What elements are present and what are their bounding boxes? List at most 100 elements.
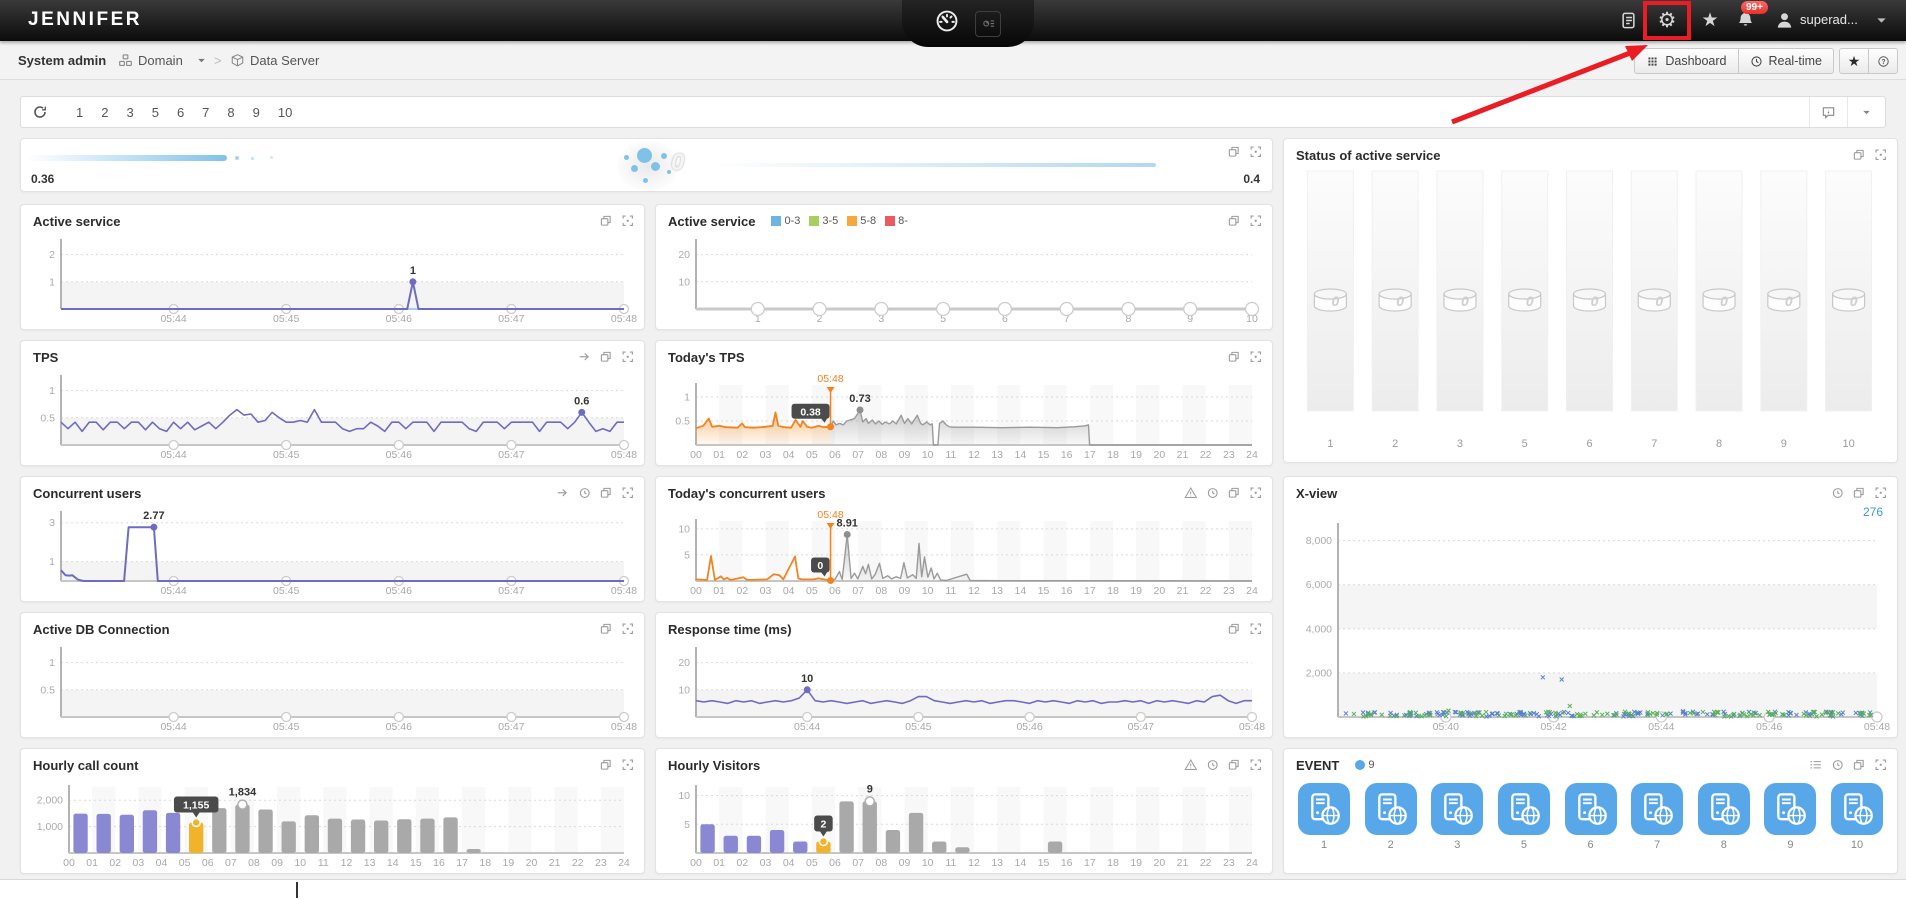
copy-icon[interactable] (1227, 486, 1241, 500)
breadcrumb-page[interactable]: Data Server (250, 53, 320, 68)
event-agent[interactable]: 10 (1831, 783, 1883, 851)
warning-icon[interactable] (1184, 758, 1198, 772)
event-agent[interactable]: 9 (1764, 783, 1817, 851)
send-icon[interactable] (578, 350, 592, 364)
expand-icon[interactable] (1249, 622, 1263, 636)
event-agent[interactable]: 5 (1497, 783, 1550, 851)
todays-concurrent-users-chart[interactable]: 5 10 00 01 02 03 04 05 06 07 08 09 10 11 12 13 14 15 16 17 1… (660, 503, 1266, 598)
hourly-call-count-chart[interactable]: 1,000 2,000 00 01 02 03 04 05 06 07 08 09 10 11 12 13 14… (25, 775, 638, 870)
xview-scatter[interactable]: 2,000 4,000 6,000 8,000 05:40 05:42 05:44 05:46… (1288, 517, 1891, 734)
realtime-button[interactable]: Real-time (1737, 48, 1834, 74)
svg-text:09: 09 (899, 449, 911, 461)
copy-icon[interactable] (1227, 214, 1241, 228)
copy-icon[interactable] (1852, 148, 1866, 162)
expand-icon[interactable] (1249, 214, 1263, 228)
response-time-chart[interactable]: 10 20 05:44 05:45 05:46 05:47 05:48 10 (660, 639, 1266, 734)
history-icon[interactable] (1831, 758, 1845, 772)
report-chart-icon[interactable] (975, 10, 1001, 37)
svg-text:1: 1 (49, 556, 55, 568)
gear-icon[interactable]: ⚙ (1657, 9, 1677, 32)
memo-balloon-icon[interactable] (1809, 97, 1847, 127)
list-icon[interactable] (1809, 758, 1823, 772)
event-agent[interactable]: 3 (1431, 783, 1484, 851)
user-caret-down-icon[interactable] (1868, 0, 1894, 41)
instance-number[interactable]: 3 (126, 104, 134, 120)
event-agent[interactable]: 6 (1564, 783, 1617, 851)
event-agent[interactable]: 1 (1298, 783, 1350, 851)
copy-icon[interactable] (1227, 350, 1241, 364)
expand-icon[interactable] (1249, 145, 1263, 159)
breadcrumb-domain[interactable]: Domain (138, 53, 183, 68)
svg-text:22: 22 (1200, 857, 1212, 869)
copy-icon[interactable] (599, 758, 613, 772)
user-menu[interactable]: superad... (1800, 12, 1858, 27)
instance-number[interactable]: 9 (252, 104, 260, 120)
copy-icon[interactable] (599, 214, 613, 228)
active-service-chart[interactable]: 1 2 05:44 05:45 05:46 05:47 05:48 1 (25, 231, 638, 326)
send-icon[interactable] (556, 486, 570, 500)
star-icon[interactable]: ★ (1701, 10, 1719, 31)
expand-icon[interactable] (621, 486, 635, 500)
svg-text:04: 04 (783, 857, 795, 869)
copy-icon[interactable] (599, 486, 613, 500)
expand-icon[interactable] (1874, 758, 1888, 772)
instance-number[interactable]: 10 (277, 104, 293, 120)
instance-number[interactable]: 5 (151, 104, 159, 120)
svg-text:18: 18 (479, 857, 491, 869)
svg-text:0: 0 (1591, 293, 1599, 309)
favorite-button[interactable]: ★ (1839, 48, 1869, 74)
expand-icon[interactable] (621, 758, 635, 772)
help-button[interactable]: ? (1868, 48, 1898, 74)
expand-icon[interactable] (621, 214, 635, 228)
toolbar-caret-down-icon[interactable] (1847, 97, 1885, 127)
svg-text:05:46: 05:46 (1756, 721, 1782, 733)
copy-icon[interactable] (1852, 758, 1866, 772)
user-icon[interactable] (1770, 0, 1798, 41)
instance-number[interactable]: 6 (176, 104, 185, 120)
active-service-eq-chart[interactable]: 10 20 1 2 3 5 6 7 8 9 10 (660, 231, 1266, 326)
svg-text:05:45: 05:45 (273, 585, 299, 597)
event-agent[interactable]: 7 (1631, 783, 1684, 851)
panel-todays-tps: Today's TPS 0.5 1 00 01 02 03 04 05 06 07 08 09 10 11… (655, 340, 1273, 466)
instance-number[interactable]: 1 (76, 104, 84, 120)
server-globe-icon (1631, 783, 1684, 835)
legend-swatch (809, 216, 820, 226)
expand-icon[interactable] (1874, 148, 1888, 162)
bell-icon[interactable] (1727, 0, 1763, 41)
svg-text:10: 10 (1842, 438, 1854, 450)
event-agent[interactable]: 2 (1364, 783, 1417, 851)
expand-icon[interactable] (1249, 758, 1263, 772)
expand-icon[interactable] (621, 622, 635, 636)
concurrent-users-chart[interactable]: 1 3 05:44 05:45 05:46 05:47 05:48 2.77 (25, 503, 638, 598)
status-cylinders[interactable]: 0 1 0 2 0 3 0 5 0 6 0 7 0 8 0 9 0 10 (1288, 165, 1891, 459)
tps-chart[interactable]: 0.5 1 05:44 05:45 05:46 05:47 05:48 0.6 (25, 367, 638, 462)
domain-caret-down-icon[interactable] (194, 41, 209, 80)
active-db-chart[interactable]: 0.5 1 05:44 05:45 05:46 05:47 05:48 (25, 639, 638, 734)
instance-number[interactable]: 7 (202, 104, 210, 120)
copy-icon[interactable] (1227, 145, 1241, 159)
expand-icon[interactable] (1874, 486, 1888, 500)
expand-icon[interactable] (1249, 486, 1263, 500)
copy-icon[interactable] (599, 622, 613, 636)
dashboard-button[interactable]: Dashboard (1634, 48, 1739, 74)
copy-icon[interactable] (1852, 486, 1866, 500)
history-icon[interactable] (1831, 486, 1845, 500)
copy-icon[interactable] (1227, 758, 1241, 772)
copy-icon[interactable] (1227, 622, 1241, 636)
todays-tps-chart[interactable]: 0.5 1 00 01 02 03 04 05 06 07 08 09 10 11 12 13 14 15 16 17… (660, 367, 1266, 462)
expand-icon[interactable] (621, 350, 635, 364)
instance-number[interactable]: 2 (101, 104, 109, 120)
history-icon[interactable] (1206, 486, 1220, 500)
history-icon[interactable] (1206, 758, 1220, 772)
event-agent[interactable]: 8 (1697, 783, 1750, 851)
hourly-visitors-chart[interactable]: 5 10 00 01 02 03 04 05 06 07 08 09 10 11 12 13 14 15 16 17 1… (660, 775, 1266, 870)
dashboard-gauge-icon[interactable] (935, 9, 959, 38)
warning-icon[interactable] (1184, 486, 1198, 500)
report-icon[interactable] (1610, 0, 1646, 41)
instance-number[interactable]: 8 (227, 104, 235, 120)
svg-text:21: 21 (1177, 857, 1189, 869)
refresh-icon[interactable] (32, 104, 48, 125)
history-icon[interactable] (578, 486, 592, 500)
copy-icon[interactable] (599, 350, 613, 364)
expand-icon[interactable] (1249, 350, 1263, 364)
